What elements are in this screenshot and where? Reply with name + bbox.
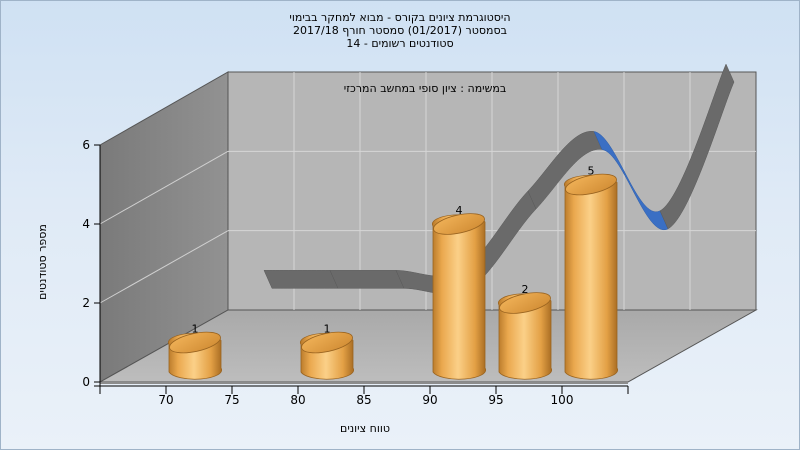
- grid-line-left: [99, 150, 229, 225]
- grid-line-left: [99, 230, 229, 304]
- histogram-bar: [498, 292, 552, 380]
- trend-ribbon-segment: [659, 63, 735, 230]
- x-tick-label: 90: [422, 393, 437, 407]
- chart-title-line-2: בסמסטר (01/2017) סמסטר חורף 2017/18: [293, 24, 507, 37]
- y-tick-label: 0: [82, 375, 90, 389]
- bar-value-label: 4: [456, 204, 463, 217]
- histogram-bar: [564, 173, 618, 380]
- x-axis-title: טווח ציונים: [340, 422, 390, 435]
- bar-top: [499, 292, 551, 314]
- chart-title-line-3: סטודנטים רשומים - 14: [346, 37, 454, 50]
- x-tick-label: 80: [290, 393, 305, 407]
- trend-ribbon-segment: [263, 270, 339, 289]
- bar-top: [301, 331, 353, 354]
- histogram-bar: [168, 331, 222, 380]
- chart-annotation: במשימה : ציון סופי במחשב המרכזי: [344, 82, 507, 95]
- histogram-bar: [432, 213, 486, 380]
- y-tick-label: 6: [82, 138, 90, 152]
- x-tick-label: 70: [158, 393, 173, 407]
- y-tick-label: 2: [82, 296, 90, 310]
- x-tick-label: 95: [488, 393, 503, 407]
- x-tick-label: 75: [224, 393, 239, 407]
- bar-value-label: 2: [522, 283, 529, 296]
- bar-body: [498, 293, 552, 380]
- bar-body: [564, 174, 618, 380]
- bar-body: [432, 214, 486, 380]
- chart-title-line-1: היסטוגרמת ציונים בקורס - מבוא למחקר בבימ…: [289, 11, 511, 24]
- bar-value-label: 1: [192, 323, 199, 336]
- bar-top: [433, 213, 485, 235]
- bar-value-label: 1: [324, 323, 331, 336]
- trend-ribbon-segment: [329, 270, 405, 289]
- y-tick-label: 4: [82, 217, 90, 231]
- floor-edge: [100, 382, 628, 384]
- histogram-bar: [300, 331, 354, 380]
- bar-value-label: 5: [588, 165, 595, 178]
- x-tick-label: 85: [356, 393, 371, 407]
- y-axis-title: מספר סטודנטים: [36, 224, 49, 300]
- bar-top: [169, 331, 221, 354]
- bar-top: [565, 173, 617, 196]
- x-tick-label: 100: [551, 393, 574, 407]
